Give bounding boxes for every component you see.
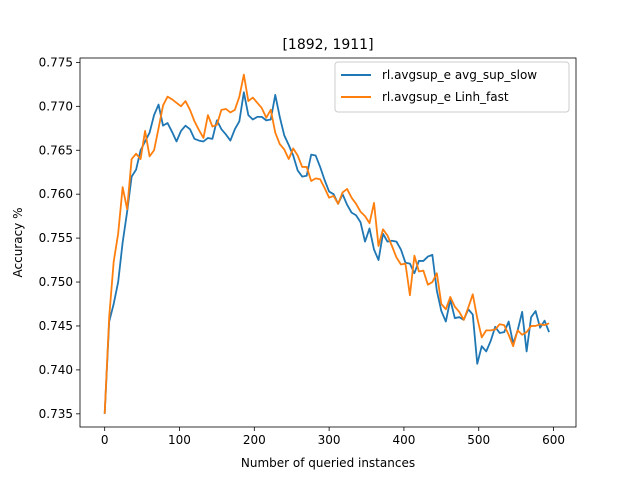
x-tick-label: 400 bbox=[392, 433, 415, 447]
legend-label-linh-fast: rl.avgsup_e Linh_fast bbox=[382, 90, 509, 104]
x-tick-label: 0 bbox=[101, 433, 109, 447]
y-tick-label: 0.735 bbox=[39, 407, 73, 421]
y-tick-label: 0.745 bbox=[39, 319, 73, 333]
y-tick-label: 0.775 bbox=[39, 55, 73, 69]
x-tick-label: 600 bbox=[542, 433, 565, 447]
series-line-0 bbox=[103, 91, 550, 414]
y-tick-label: 0.750 bbox=[39, 275, 73, 289]
legend: rl.avgsup_e avg_sup_slow rl.avgsup_e Lin… bbox=[334, 61, 570, 113]
axes-frame bbox=[79, 57, 577, 428]
legend-label-avg-sup-slow: rl.avgsup_e avg_sup_slow bbox=[382, 68, 537, 82]
x-axis: 0 100 200 300 400 500 600 bbox=[101, 427, 565, 447]
y-axis: 0.735 0.740 0.745 0.750 0.755 0.760 0.765 0.770… bbox=[39, 55, 80, 421]
y-tick-label: 0.765 bbox=[39, 143, 73, 157]
x-tick-label: 300 bbox=[318, 433, 341, 447]
y-tick-label: 0.740 bbox=[39, 363, 73, 377]
plot-area bbox=[80, 58, 576, 427]
y-tick-label: 0.760 bbox=[39, 187, 73, 201]
x-tick-label: 100 bbox=[168, 433, 191, 447]
x-axis-label: Number of queried instances bbox=[241, 456, 415, 470]
chart-title: [1892, 1911] bbox=[282, 37, 373, 53]
legend-box bbox=[334, 61, 570, 113]
x-tick-label: 200 bbox=[243, 433, 266, 447]
y-axis-label: Accuracy % bbox=[11, 207, 25, 277]
y-tick-label: 0.755 bbox=[39, 231, 73, 245]
series-layer bbox=[103, 73, 550, 414]
x-tick-label: 500 bbox=[467, 433, 490, 447]
series-line-1 bbox=[103, 73, 550, 414]
y-tick-label: 0.770 bbox=[39, 99, 73, 113]
